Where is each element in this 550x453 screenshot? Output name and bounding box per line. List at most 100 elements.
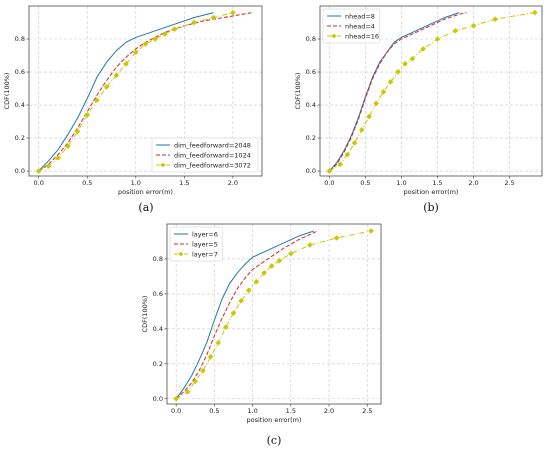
y-tick-label: 0.4 <box>15 101 25 109</box>
x-tick-label: 2.5 <box>362 407 372 415</box>
data-point <box>45 163 52 169</box>
series-line-3 <box>175 230 372 400</box>
data-point <box>276 257 283 264</box>
data-point <box>366 113 372 120</box>
data-point <box>207 353 214 360</box>
series-line-1 <box>175 230 314 400</box>
y-tick-label: 0.2 <box>15 134 25 142</box>
y-tick-label: 0.8 <box>15 35 25 43</box>
x-axis-label: position error(m) <box>247 416 302 424</box>
panel-caption: (b) <box>423 201 439 214</box>
x-tick-label: 1.5 <box>286 407 296 415</box>
data-point <box>113 72 120 79</box>
x-tick-label: 2.0 <box>324 407 334 415</box>
data-point <box>531 9 538 16</box>
data-point <box>55 154 62 161</box>
plot-frame <box>319 5 543 177</box>
data-point <box>287 250 294 257</box>
legend-label: layer=7 <box>192 250 218 258</box>
legend-label: layer=6 <box>192 230 218 238</box>
data-point <box>261 270 267 276</box>
x-tick-label: 1.0 <box>131 179 141 187</box>
y-tick-label: 0.6 <box>306 68 316 76</box>
data-point <box>337 161 344 168</box>
panel-caption: (c) <box>267 434 282 447</box>
data-point <box>142 41 149 47</box>
y-tick-label: 0.4 <box>153 325 163 333</box>
data-point <box>434 36 441 42</box>
data-point <box>368 228 374 234</box>
x-tick-label: 0.0 <box>34 179 44 187</box>
legend-box <box>322 8 381 44</box>
x-tick-label: 0.5 <box>209 407 219 415</box>
legend-marker <box>178 251 184 257</box>
legend-label: dim_feedforward=3072 <box>174 161 251 169</box>
y-tick-label: 0.6 <box>153 290 163 298</box>
x-tick-label: 1.5 <box>432 179 442 187</box>
y-axis-label: CDF(100%) <box>3 73 11 110</box>
panel-caption: (a) <box>138 201 153 214</box>
x-tick-label: 0.5 <box>360 179 370 187</box>
legend-label: dim_feedforward=1024 <box>174 151 251 159</box>
x-axis-label: position error(m) <box>404 188 459 196</box>
data-point <box>64 143 71 150</box>
data-point <box>402 60 408 67</box>
y-tick-label: 0.8 <box>153 255 163 263</box>
data-point <box>103 83 110 90</box>
x-tick-label: 1.0 <box>247 407 257 415</box>
plot-frame <box>166 223 382 405</box>
data-point <box>409 55 416 62</box>
data-point <box>351 140 358 146</box>
data-point <box>380 88 387 95</box>
legend-box <box>151 137 259 173</box>
y-tick-label: 0.2 <box>153 360 163 368</box>
data-point <box>84 112 91 118</box>
data-point <box>35 168 42 174</box>
data-point <box>344 151 351 158</box>
legend-label: nhead=8 <box>345 12 375 20</box>
series-line-3 <box>38 12 234 172</box>
data-point <box>200 367 206 374</box>
data-point <box>184 388 191 395</box>
data-point <box>94 97 100 103</box>
data-point <box>191 19 197 26</box>
series-line-2 <box>329 12 467 172</box>
legend-marker <box>331 33 337 39</box>
data-point <box>123 60 129 67</box>
data-point <box>420 46 426 52</box>
data-point <box>238 298 245 304</box>
legend-label: dim_feedforward=2048 <box>174 141 251 149</box>
y-tick-label: 0.8 <box>306 35 316 43</box>
y-tick-label: 0.0 <box>306 167 316 175</box>
data-point <box>253 278 260 285</box>
data-point <box>452 27 459 34</box>
data-point <box>373 100 380 107</box>
data-point <box>307 242 313 248</box>
series-line-2 <box>38 12 253 172</box>
data-point <box>470 22 477 29</box>
data-point <box>192 378 199 385</box>
series-line-1 <box>329 12 460 172</box>
y-tick-label: 0.0 <box>153 395 163 403</box>
data-point <box>387 79 394 85</box>
y-tick-label: 0.2 <box>306 134 316 142</box>
data-point <box>222 324 229 330</box>
legend-label: layer=5 <box>192 240 218 248</box>
panel-b: 0.0 0.5 1.0 1.5 2.0 2.5 0.0 0.2 0.4 0.6 0.8 nhead=8… <box>294 5 543 214</box>
data-point <box>152 36 159 42</box>
legend-label: nhead=16 <box>345 32 379 40</box>
y-tick-label: 0.0 <box>15 167 25 175</box>
data-point <box>245 287 252 294</box>
data-point <box>229 9 236 16</box>
data-point <box>173 395 180 402</box>
data-point <box>268 263 275 269</box>
data-point <box>162 31 168 37</box>
x-tick-label: 1.0 <box>396 179 406 187</box>
series-line-2 <box>175 230 318 400</box>
data-point <box>394 69 401 75</box>
y-tick-label: 0.6 <box>15 68 25 76</box>
x-tick-label: 0.0 <box>324 179 334 187</box>
panel-a: 0.0 0.5 1.0 1.5 2.0 0.0 0.2 0.4 0.6 0.8 dim_feedfo… <box>3 5 263 214</box>
data-point <box>132 49 139 56</box>
